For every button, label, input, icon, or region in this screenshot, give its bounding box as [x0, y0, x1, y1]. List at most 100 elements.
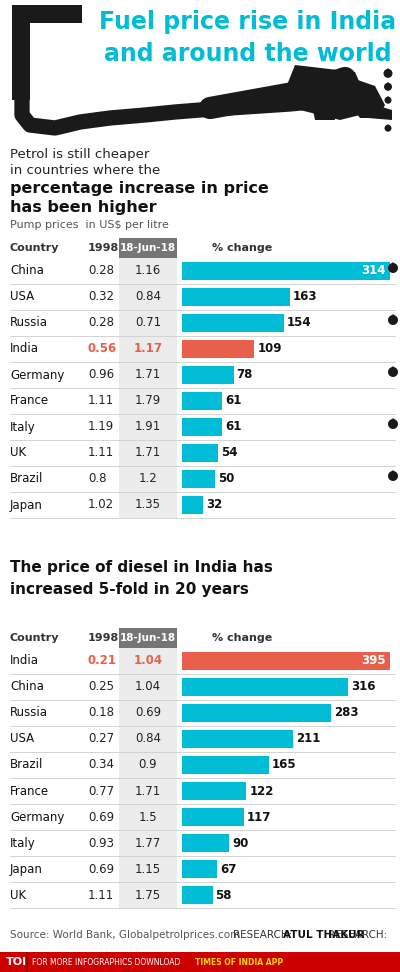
Bar: [182, 392, 222, 410]
Text: Fuel price rise in India: Fuel price rise in India: [100, 10, 396, 34]
Text: 1998: 1998: [88, 243, 119, 253]
Text: 0.56: 0.56: [88, 342, 117, 356]
Circle shape: [388, 367, 398, 377]
Bar: [182, 886, 212, 904]
Polygon shape: [390, 314, 396, 318]
Text: 0.71: 0.71: [135, 317, 161, 330]
Circle shape: [384, 69, 392, 78]
Text: 163: 163: [293, 291, 318, 303]
Bar: [119, 628, 177, 648]
Text: Pump prices  in US$ per litre: Pump prices in US$ per litre: [10, 220, 169, 230]
Text: 32: 32: [206, 499, 222, 511]
Text: 0.27: 0.27: [88, 733, 114, 746]
Polygon shape: [390, 470, 396, 474]
Text: % change: % change: [212, 243, 272, 253]
Text: Germany: Germany: [10, 811, 64, 823]
Text: 1.2: 1.2: [139, 472, 157, 485]
Text: 0.21: 0.21: [88, 654, 117, 668]
Text: RESEARCH:: RESEARCH:: [328, 930, 390, 940]
Text: 18-Jun-18: 18-Jun-18: [120, 243, 176, 253]
Text: 1.17: 1.17: [134, 342, 162, 356]
Text: Italy: Italy: [10, 421, 36, 434]
Text: RESEARCH:: RESEARCH:: [233, 930, 296, 940]
Bar: [182, 444, 218, 462]
Text: 0.84: 0.84: [135, 733, 161, 746]
Text: Japan: Japan: [10, 499, 43, 511]
Text: in countries where the: in countries where the: [10, 164, 160, 177]
Text: Brazil: Brazil: [10, 758, 43, 772]
Text: 1.5: 1.5: [139, 811, 157, 823]
Text: 0.69: 0.69: [88, 811, 114, 823]
Text: India: India: [10, 654, 39, 668]
Bar: [12, 5, 82, 23]
Circle shape: [384, 96, 392, 104]
Text: 0.32: 0.32: [88, 291, 114, 303]
Text: 1.11: 1.11: [88, 888, 114, 901]
Text: 67: 67: [220, 862, 237, 876]
Text: 0.69: 0.69: [88, 862, 114, 876]
Polygon shape: [310, 95, 335, 120]
Text: France: France: [10, 784, 49, 797]
Circle shape: [388, 263, 398, 273]
Text: Country: Country: [10, 243, 60, 253]
Text: China: China: [10, 680, 44, 693]
Text: 1.16: 1.16: [135, 264, 161, 277]
Text: Petrol is still cheaper: Petrol is still cheaper: [10, 148, 149, 161]
Text: Country: Country: [10, 633, 60, 643]
Polygon shape: [390, 366, 396, 370]
Polygon shape: [386, 110, 390, 113]
Text: 0.69: 0.69: [135, 707, 161, 719]
Text: 1998: 1998: [88, 633, 119, 643]
Polygon shape: [368, 104, 392, 120]
Text: 0.25: 0.25: [88, 680, 114, 693]
Text: % change: % change: [212, 633, 272, 643]
Bar: [182, 366, 234, 384]
Bar: [119, 258, 177, 518]
Circle shape: [388, 419, 398, 429]
Polygon shape: [390, 418, 396, 422]
Circle shape: [388, 315, 398, 325]
Bar: [182, 470, 215, 488]
Text: 1.71: 1.71: [135, 368, 161, 381]
Text: 314: 314: [362, 264, 386, 277]
Text: Germany: Germany: [10, 368, 64, 381]
Text: 1.04: 1.04: [134, 654, 162, 668]
Text: 211: 211: [296, 733, 320, 746]
Text: 0.18: 0.18: [88, 707, 114, 719]
Text: UK: UK: [10, 446, 26, 460]
Bar: [182, 704, 331, 722]
Text: increased 5-fold in 20 years: increased 5-fold in 20 years: [10, 582, 249, 597]
Text: 1.15: 1.15: [135, 862, 161, 876]
Text: 154: 154: [287, 317, 312, 330]
Bar: [182, 418, 222, 436]
Text: 1.35: 1.35: [135, 499, 161, 511]
Bar: [182, 808, 244, 826]
Text: 61: 61: [226, 421, 242, 434]
Bar: [182, 834, 229, 852]
Text: 0.28: 0.28: [88, 317, 114, 330]
Text: Russia: Russia: [10, 317, 48, 330]
Text: 1.11: 1.11: [88, 446, 114, 460]
Bar: [12, 5, 30, 100]
Text: 1.19: 1.19: [88, 421, 114, 434]
Text: 0.9: 0.9: [139, 758, 157, 772]
Text: UK: UK: [10, 888, 26, 901]
Text: 0.93: 0.93: [88, 837, 114, 850]
Bar: [182, 496, 203, 514]
Text: USA: USA: [10, 291, 34, 303]
Bar: [0, 952, 400, 972]
Text: 283: 283: [334, 707, 358, 719]
Text: 1.11: 1.11: [88, 395, 114, 407]
Text: USA: USA: [10, 733, 34, 746]
Bar: [182, 782, 246, 800]
Text: 1.77: 1.77: [135, 837, 161, 850]
Text: 1.71: 1.71: [135, 784, 161, 797]
Text: 122: 122: [249, 784, 274, 797]
Text: 90: 90: [232, 837, 249, 850]
Bar: [182, 262, 390, 280]
Bar: [182, 288, 290, 306]
Text: FOR MORE INFOGRAPHICS DOWNLOAD: FOR MORE INFOGRAPHICS DOWNLOAD: [32, 957, 183, 966]
Text: France: France: [10, 395, 49, 407]
Polygon shape: [350, 78, 385, 118]
Text: 0.8: 0.8: [88, 472, 106, 485]
